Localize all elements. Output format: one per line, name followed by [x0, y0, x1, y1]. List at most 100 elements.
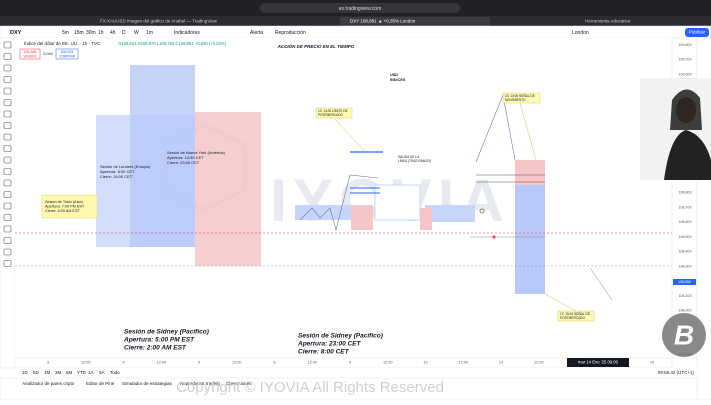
url-field[interactable]: [260, 3, 460, 13]
range-button[interactable]: 1A: [88, 370, 94, 375]
time-label: 3: [47, 361, 49, 365]
tool-icon[interactable]: [3, 41, 12, 49]
interval[interactable]: 15m: [74, 30, 84, 36]
range-button[interactable]: 6M: [66, 370, 73, 375]
url: es.tradingview.com: [339, 6, 382, 12]
tool-icon[interactable]: [3, 214, 12, 221]
interval[interactable]: 4h: [110, 30, 116, 36]
bottom-tab[interactable]: Operaciones: [226, 381, 252, 386]
indicators-button[interactable]: Indicadores: [174, 30, 200, 36]
time-label: 13: [499, 361, 503, 365]
tool-icon[interactable]: [3, 53, 12, 60]
price-label: 108,400: [679, 250, 692, 254]
time-label: 15: [650, 361, 654, 365]
tool-icon[interactable]: [3, 179, 12, 187]
tool-icon[interactable]: [3, 225, 12, 233]
webcam-body: [664, 130, 711, 180]
publish-button[interactable]: [685, 28, 709, 37]
time-label: 10: [423, 361, 427, 365]
range-button[interactable]: 5A: [99, 370, 105, 375]
interval[interactable]: D: [122, 30, 126, 36]
interval[interactable]: 1h: [98, 30, 104, 36]
session-label: Cierre: 4:00 AM EST: [45, 209, 80, 213]
ohlc: O108,841 H108,870 L108,753 C108,851 +0,0…: [118, 41, 227, 46]
trend-line: [589, 267, 613, 301]
time-label: 12:00: [383, 361, 393, 365]
tab[interactable]: Herramienta educativa: [585, 19, 631, 24]
range-button[interactable]: 3M: [55, 370, 62, 375]
callout-box: [502, 92, 541, 104]
interval[interactable]: 5m: [62, 30, 69, 36]
session-label: Sesión de Londres (Europa): [100, 164, 151, 169]
tool-icon[interactable]: [3, 110, 12, 118]
tool-icon[interactable]: [3, 156, 12, 164]
session-label: Apertura: 8:00 CET: [100, 169, 135, 174]
interval[interactable]: 30m: [86, 30, 96, 36]
tool-icon[interactable]: [3, 260, 12, 267]
time-label: 12:00: [307, 361, 317, 365]
spread: 0,040: [43, 52, 53, 56]
session-label: Apertura: 14:30 CET: [167, 155, 204, 160]
callout-text: LÍNEA (TRAS RANGO): [398, 159, 431, 163]
range-box: [425, 205, 475, 222]
tool-icon[interactable]: [3, 87, 12, 95]
price-label: 108,800: [679, 191, 692, 195]
note: ÍNDICES: [390, 77, 406, 82]
toolbar: [0, 25, 711, 39]
marker: [479, 208, 485, 214]
range-button[interactable]: 1D: [22, 370, 29, 375]
tool-icon[interactable]: [3, 76, 12, 83]
interval[interactable]: 1m: [146, 30, 153, 36]
clock: 09:55:42 (UTC+1): [658, 370, 695, 375]
chart-title: ACCIÓN DE PRECIO EN EL TIEMPO: [277, 43, 355, 49]
session-label: Cierre: 18:00 CET: [100, 174, 133, 179]
tool-icon[interactable]: [3, 191, 12, 198]
callout-text: POSTMERCADO: [560, 316, 585, 320]
range-button[interactable]: Todo: [110, 370, 120, 375]
time-label: 9: [349, 361, 351, 365]
bottom-tab[interactable]: Editor de Pine: [86, 381, 115, 386]
brand-logo: [662, 313, 706, 357]
tool-icon[interactable]: [3, 64, 12, 72]
session-label: Sesión de Sidney (Pacífico): [298, 333, 383, 340]
tool-icon[interactable]: [3, 202, 12, 210]
buy-button[interactable]: [55, 48, 79, 60]
sell-button[interactable]: [19, 48, 41, 60]
time-label: 12:00: [232, 361, 242, 365]
session-label: Apertura: 7:00 PM EST: [45, 205, 85, 209]
interval[interactable]: W: [134, 30, 139, 36]
range-box-red: [351, 205, 373, 230]
callout-pointer: [544, 293, 577, 312]
session-label: Cierre: 8:00 CET: [298, 349, 350, 356]
tool-icon[interactable]: [3, 145, 12, 152]
tool-icon[interactable]: [3, 133, 12, 141]
brand-letter: B: [674, 319, 694, 350]
range-button[interactable]: 5D: [33, 370, 40, 375]
publish-label: Publicar: [689, 30, 706, 35]
bottom-tab[interactable]: Reproductor trading: [180, 381, 220, 386]
webcam-hair: [670, 89, 702, 130]
replay-button[interactable]: Reproducción: [275, 30, 306, 36]
tool-icon[interactable]: [3, 122, 12, 129]
session-select[interactable]: London: [572, 30, 589, 36]
price-label: 108,500: [679, 235, 692, 239]
bottom-tab[interactable]: Analizador de pares cripto: [22, 381, 75, 386]
price-label: 108,100: [679, 294, 692, 298]
price-label: 108,000: [679, 309, 692, 313]
price-tag: [673, 279, 696, 285]
bottom-tab[interactable]: Simulador de estrategias: [122, 381, 173, 386]
tool-icon[interactable]: [3, 99, 12, 106]
tool-icon[interactable]: [3, 237, 12, 244]
sell-price: 108,881: [23, 50, 37, 54]
tool-icon[interactable]: [3, 248, 12, 256]
tab[interactable]: DXY 108,881 ▲ +0,35% London: [350, 19, 416, 24]
range-button[interactable]: 1M: [44, 370, 51, 375]
tool-icon[interactable]: [3, 168, 12, 175]
symbol[interactable]: DXY: [10, 30, 22, 36]
tab[interactable]: FX:XAUUSD Imagen del gráfico de Anabel —…: [100, 19, 218, 24]
sell-label: VENDER: [23, 54, 37, 58]
range-button[interactable]: YTD: [77, 370, 87, 375]
session-label: Sesión de Nueva York (América): [167, 150, 225, 155]
callout-text: POSTMERCADO: [318, 113, 343, 117]
alert-button[interactable]: Alerta: [250, 30, 263, 36]
